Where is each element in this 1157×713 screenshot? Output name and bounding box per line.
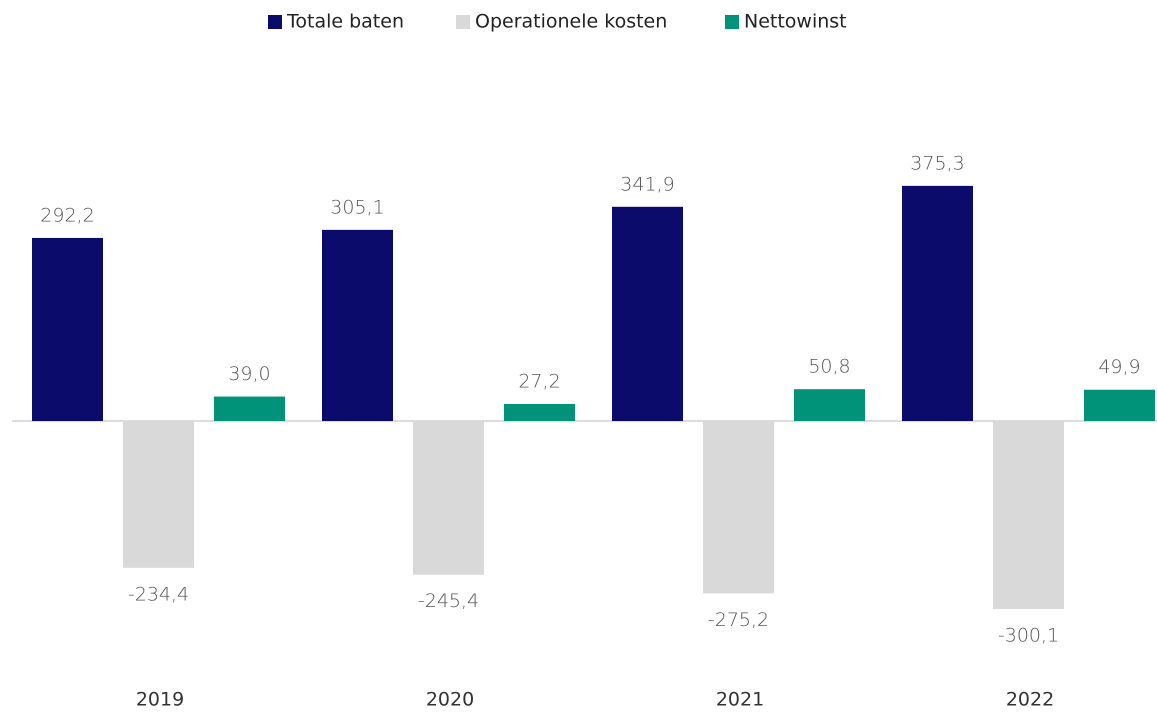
bar xyxy=(612,206,683,421)
bar xyxy=(902,185,973,421)
legend-swatch xyxy=(456,15,470,29)
data-label: -245,4 xyxy=(418,590,479,612)
bar xyxy=(413,421,484,575)
data-label: 305,1 xyxy=(330,196,384,218)
bar xyxy=(214,396,285,421)
x-tick-label: 2019 xyxy=(136,689,184,711)
bar xyxy=(703,421,774,594)
bar xyxy=(993,421,1064,610)
data-label: -234,4 xyxy=(128,583,189,605)
data-label: 341,9 xyxy=(620,173,674,195)
legend-swatch xyxy=(725,15,739,29)
data-label: -275,2 xyxy=(708,609,769,631)
data-label: 39,0 xyxy=(228,363,270,385)
x-tick-label: 2021 xyxy=(716,689,764,711)
bar xyxy=(794,389,865,421)
data-label: 27,2 xyxy=(518,370,560,392)
legend-label: Operationele kosten xyxy=(475,11,667,33)
x-tick-label: 2022 xyxy=(1006,689,1054,711)
legend-label: Totale baten xyxy=(286,11,404,33)
data-label: 292,2 xyxy=(40,204,94,226)
bar xyxy=(504,403,575,421)
legend-swatch xyxy=(268,15,282,29)
data-label: 375,3 xyxy=(910,152,964,174)
data-label: 50,8 xyxy=(808,356,850,378)
bar xyxy=(1084,389,1155,421)
bar xyxy=(123,421,194,568)
bar xyxy=(32,237,103,421)
data-label: -300,1 xyxy=(998,625,1059,647)
bar xyxy=(322,229,393,421)
data-label: 49,9 xyxy=(1098,356,1140,378)
x-tick-label: 2020 xyxy=(426,689,474,711)
legend-label: Nettowinst xyxy=(744,11,847,33)
